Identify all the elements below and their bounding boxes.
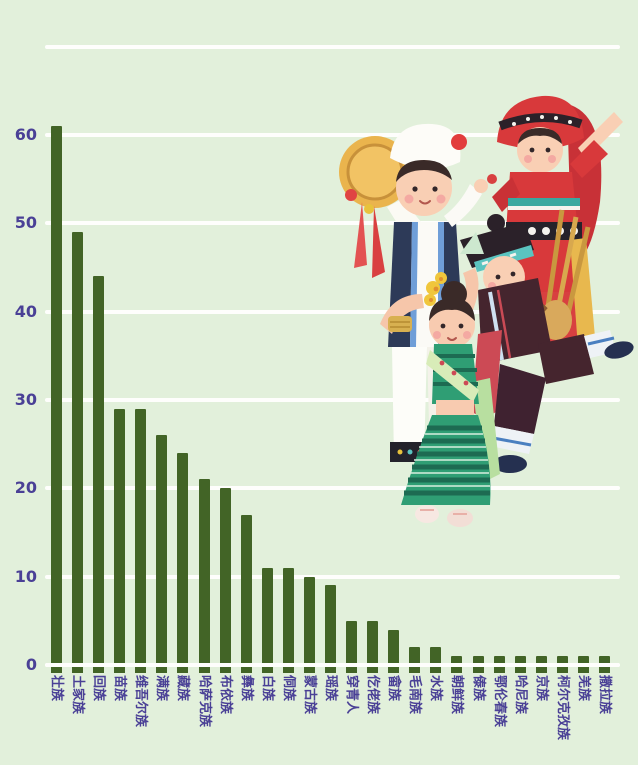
bar-布依族 [219,488,231,673]
x-tick-label: 土家族 [70,675,86,715]
bar-畲族 [388,629,400,673]
y-tick-label: 60 [14,124,37,144]
x-tick-label: 撒拉族 [597,675,612,715]
bar-毛南族 [409,647,421,673]
y-tick-label: 50 [14,213,37,233]
x-tick-label: 瑶族 [323,675,338,702]
x-tick-label: 蒙古族 [301,675,317,715]
ethnic-costume-illustration [339,95,634,527]
x-tick-label: 水族 [428,675,444,702]
figure-man-with-hand-drum [339,123,497,466]
figure-boy-with-lusheng-pipes [460,209,634,473]
bar-土家族 [72,232,84,673]
x-tick-label: 哈尼族 [512,675,528,715]
x-tick-label: 满族 [154,675,170,702]
bar-穿青人 [346,620,358,673]
bar-侗族 [282,567,294,673]
x-tick-label: 回族 [91,675,107,702]
x-tick-label: 白族 [259,675,275,702]
x-tick-label: 毛南族 [407,675,423,715]
bar-瑶族 [325,585,336,673]
x-tick-label: 畲族 [386,675,402,702]
x-tick-label: 京族 [533,675,549,702]
x-axis-line [45,663,620,667]
x-tick-label: 鄂伦春族 [491,675,507,728]
x-tick-label: 朝鲜族 [449,675,465,715]
y-tick-label: 40 [14,301,37,321]
bar-蒙古族 [303,576,315,673]
x-tick-label: 壮族 [49,675,64,702]
x-tick-label: 柯尔克孜族 [554,675,570,741]
x-tick-label: 穿青人 [344,675,360,715]
x-tick-label: 侗族 [280,675,296,702]
bar-维吾尔族 [135,408,147,673]
bar-水族 [430,647,442,673]
y-tick-label: 10 [14,566,37,586]
gridline-20 [45,486,620,491]
x-tick-label: 哈萨克族 [196,675,212,728]
bar-苗族 [114,408,126,673]
x-tick-label: 傣族 [470,675,486,702]
gridline-30 [45,397,620,402]
x-tick-label: 羌族 [575,675,591,702]
x-tick-label: 维吾尔族 [133,675,149,728]
gridline-10 [45,574,620,579]
x-tick-label: 仡佬族 [365,675,381,715]
y-tick-label: 30 [14,389,37,409]
x-tick-label: 藏族 [175,675,191,702]
x-tick-label: 布依族 [217,675,233,715]
gridline-60 [45,132,620,137]
figure-woman-in-green-striped-dress [380,232,500,527]
bar-仡佬族 [367,620,379,673]
gridline-40 [45,309,620,314]
bar-壮族 [51,126,62,673]
bar-满族 [156,435,168,673]
x-tick-label: 苗族 [112,675,128,702]
x-tick-label: 彝族 [238,675,254,702]
bar-哈萨克族 [198,479,210,673]
bar-回族 [93,276,105,673]
bar-白族 [261,567,273,673]
gridline-70 [45,44,620,49]
y-tick-label: 20 [14,478,37,498]
y-tick-label: 0 [25,655,37,674]
gridline-50 [45,221,620,226]
bar-藏族 [177,452,189,673]
bar-彝族 [240,514,252,673]
